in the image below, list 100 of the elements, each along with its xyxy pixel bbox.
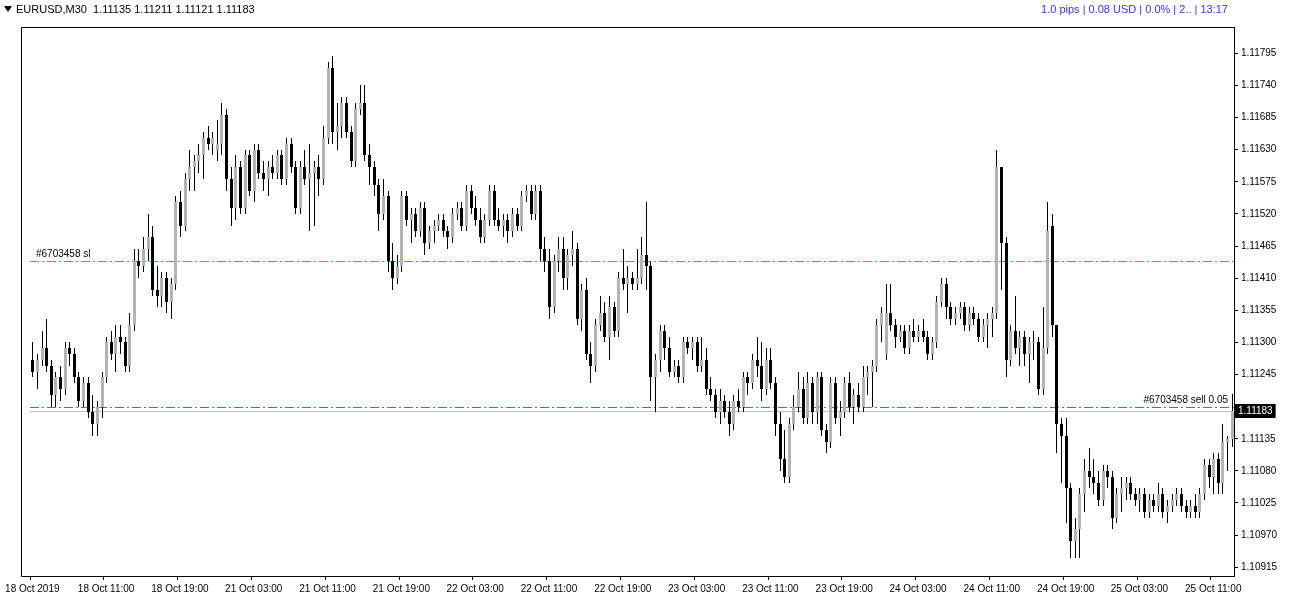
candlestick [825, 424, 828, 453]
candlestick [1175, 488, 1178, 506]
candlestick [1106, 465, 1109, 488]
candlestick [170, 278, 173, 319]
candlestick [525, 185, 528, 202]
candlestick [363, 85, 366, 161]
candlestick [917, 325, 920, 342]
x-tick-label: 22 Oct 03:00 [446, 582, 505, 594]
candlestick [474, 196, 477, 226]
candlestick [1088, 448, 1091, 488]
candlestick [1212, 453, 1215, 494]
candlestick [1055, 325, 1058, 453]
candlestick [253, 144, 256, 202]
candlestick [931, 337, 934, 360]
x-tick-label: 22 Oct 11:00 [520, 582, 578, 594]
candlestick [1217, 453, 1220, 494]
candlestick [1028, 337, 1031, 383]
candlestick [1208, 459, 1211, 488]
candlestick [516, 208, 519, 231]
candlestick [313, 161, 316, 226]
candlestick [73, 348, 76, 383]
candlestick [451, 208, 454, 243]
candlestick [202, 132, 205, 179]
candlestick [1120, 477, 1123, 512]
candlestick [373, 161, 376, 196]
candlestick [137, 249, 140, 278]
candlestick [267, 161, 270, 196]
y-tick-label: 1.11300 [1241, 336, 1277, 348]
x-tick-label: 18 Oct 11:00 [77, 582, 135, 594]
candlestick [954, 307, 957, 325]
candlestick [926, 331, 929, 360]
candlestick [327, 62, 330, 144]
candlestick [608, 296, 611, 360]
candlestick [207, 126, 210, 150]
y-tick-label: 1.11465 [1241, 239, 1277, 251]
candlestick [746, 372, 749, 395]
candlestick [216, 120, 219, 161]
candlestick [1037, 337, 1040, 395]
y-tick-label: 1.11245 [1241, 368, 1277, 380]
candlestick [446, 226, 449, 249]
candlestick [783, 430, 786, 483]
candlestick [1152, 494, 1155, 512]
candlestick [497, 208, 500, 231]
y-tick-label: 1.11740 [1241, 79, 1277, 91]
x-tick-label: 23 Oct 19:00 [815, 582, 874, 594]
candlestick [239, 161, 242, 214]
candlestick [1161, 488, 1164, 518]
candlestick [760, 342, 763, 401]
y-tick-label: 1.11355 [1241, 304, 1277, 316]
candlestick [922, 319, 925, 342]
candlestick [562, 237, 565, 290]
y-tick-label: 1.11080 [1241, 464, 1277, 476]
candlestick [110, 331, 113, 360]
candlestick [280, 150, 283, 185]
candlestick [765, 348, 768, 395]
candlestick [276, 150, 279, 179]
candlestick [1138, 488, 1141, 512]
candlestick [534, 185, 537, 220]
x-tick-label: 24 Oct 03:00 [889, 582, 948, 594]
candlestick [31, 342, 34, 377]
candlestick [940, 278, 943, 307]
candlestick [889, 284, 892, 331]
candlestick [179, 191, 182, 237]
x-tick-label: 25 Oct 11:00 [1184, 582, 1242, 594]
candlestick [1203, 459, 1206, 500]
y-tick-label: 1.11795 [1241, 47, 1277, 59]
candlestick [548, 249, 551, 319]
candlestick [1198, 488, 1201, 518]
candlestick [1157, 483, 1160, 512]
candlestick [114, 325, 117, 372]
candlestick [894, 319, 897, 348]
y-tick-label: 1.11520 [1241, 207, 1277, 219]
candlestick [64, 342, 67, 395]
candlestick [479, 208, 482, 243]
candlestick [1134, 488, 1137, 506]
candlestick [553, 255, 556, 313]
candlestick [1097, 471, 1100, 506]
candlestick [1102, 465, 1105, 506]
candlestick [119, 325, 122, 354]
x-tick-label: 22 Oct 19:00 [594, 582, 652, 594]
candlestick [322, 126, 325, 185]
candlestick [128, 313, 131, 372]
candlestick [1083, 459, 1086, 512]
x-tick-label: 24 Oct 19:00 [1036, 582, 1095, 594]
candlestick [631, 272, 634, 290]
y-tick-label: 1.11025 [1241, 496, 1277, 508]
candlestick [257, 144, 260, 179]
candlestick [197, 144, 200, 173]
candlestick [663, 325, 666, 360]
candlestick [1032, 331, 1035, 360]
candlestick [350, 126, 353, 167]
candlestick [156, 266, 159, 307]
candlestick [1129, 477, 1132, 500]
candlestick [520, 191, 523, 231]
candlestick [991, 307, 994, 337]
candlestick [636, 249, 639, 290]
candlestick [45, 319, 48, 372]
candlestick [871, 360, 874, 407]
candlestick [788, 418, 791, 483]
candlestick [1221, 424, 1224, 494]
